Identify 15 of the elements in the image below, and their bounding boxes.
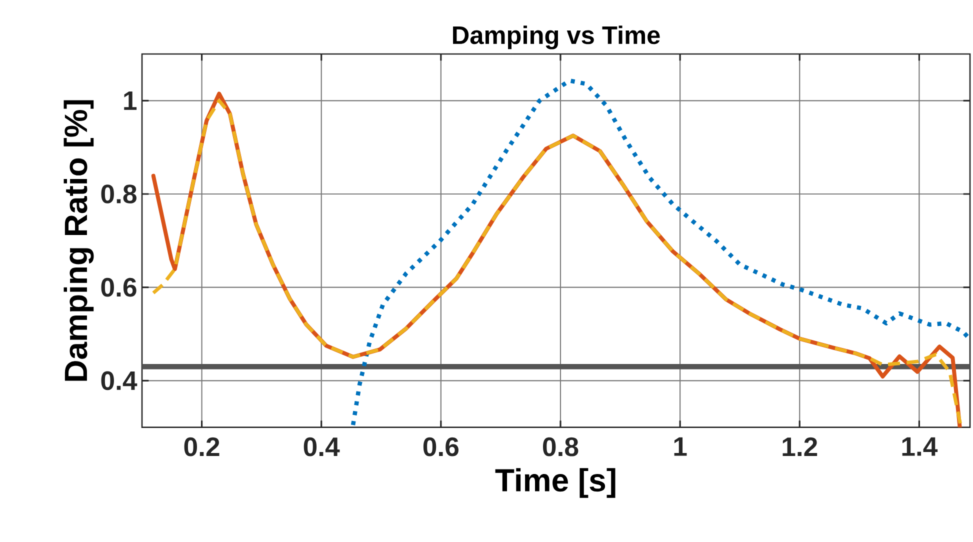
chart-title: Damping vs Time [453,25,660,50]
x-axis-title: Time [s] [495,468,616,498]
y-axis-title: Damping Ratio [%] [64,100,94,381]
y-tick-label: 0.8 [101,184,136,204]
x-tick-label: 0.6 [423,437,458,456]
x-tick-label: 0.2 [184,437,220,456]
y-tick-label: 0.6 [101,278,136,297]
x-tick-label: 1.2 [782,437,818,456]
x-tick-label: 0.4 [304,437,340,456]
x-tick-label: 0.8 [543,437,578,456]
line-series [350,78,970,427]
x-tick-label: 1.4 [902,437,938,456]
y-tick-label: 0.4 [101,371,138,390]
x-tick-label: 1 [674,437,687,456]
y-tick-label: 1 [124,91,137,110]
